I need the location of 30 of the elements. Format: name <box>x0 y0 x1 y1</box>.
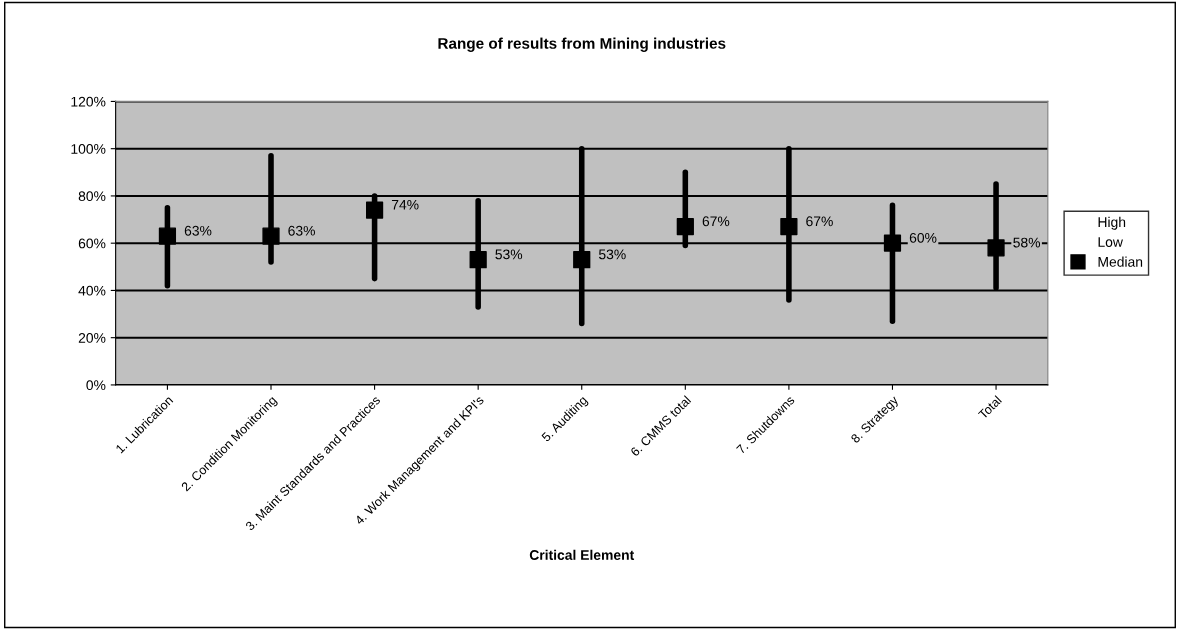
point <box>469 251 487 269</box>
point <box>262 227 280 245</box>
data-label: 63% <box>184 225 212 236</box>
chart-title: Range of results from Mining industries <box>438 37 726 52</box>
data-label: 63% <box>288 225 315 236</box>
data-label: 58% <box>1013 237 1041 248</box>
point <box>987 239 1005 257</box>
y-tick-label: 0% <box>86 380 106 391</box>
text: Low <box>1098 237 1123 247</box>
point <box>573 251 591 269</box>
y-tick-label: 40% <box>78 285 106 296</box>
x-axis-title: Critical Element <box>529 549 635 560</box>
text: High <box>1098 216 1126 230</box>
data-label: 67% <box>702 216 730 227</box>
point <box>365 201 384 219</box>
y-tick-label: 80% <box>78 191 106 202</box>
y-tick-label: 100% <box>71 144 106 154</box>
legend-label: Median <box>1098 256 1143 267</box>
y-tick-label: 60% <box>78 238 106 249</box>
point <box>883 234 902 252</box>
point <box>780 218 798 236</box>
y-tick-label: 20% <box>78 333 106 343</box>
data-label: 74% <box>391 199 419 210</box>
y-tick-label: 120% <box>71 96 106 107</box>
point <box>158 227 177 245</box>
data-label: 67% <box>806 216 833 227</box>
point <box>676 218 694 236</box>
data-label: 53% <box>598 249 626 260</box>
data-label: 53% <box>495 249 523 260</box>
data-label: 60% <box>909 232 937 243</box>
